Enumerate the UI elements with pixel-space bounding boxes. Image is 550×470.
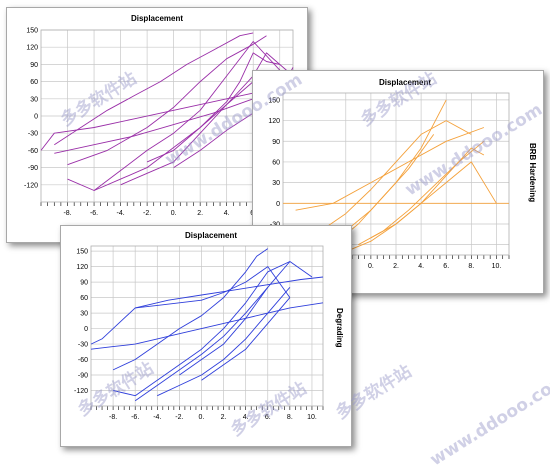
series-line — [112, 261, 291, 397]
x-tick-label: 0. — [368, 263, 374, 270]
y-tick-label: 90 — [80, 280, 88, 287]
y-tick-label: -30 — [78, 342, 88, 349]
series-line — [40, 86, 280, 151]
chart-panel-blue: 150 120 90 60 30 0 -30 -60 -90 -120 -8. -6. -4. -2. 0.… — [60, 225, 352, 447]
y-tick-label: 120 — [76, 264, 88, 271]
x-tick-label: -6. — [131, 414, 139, 421]
y-tick-label: 120 — [26, 45, 38, 52]
x-tick-label: -8. — [109, 414, 117, 421]
y-tick-label: 90 — [30, 62, 38, 69]
y-tick-label: 0 — [84, 326, 88, 333]
series-line — [370, 161, 497, 239]
x-tick-label: 6. — [443, 263, 449, 270]
y-tick-label: -120 — [74, 388, 88, 395]
y-tick-label: -30 — [28, 131, 38, 138]
series-line — [345, 147, 485, 253]
x-tick-label: 0. — [171, 210, 177, 217]
series-line — [135, 266, 291, 309]
y-tick-label: 30 — [272, 180, 280, 187]
series-line — [112, 248, 269, 371]
chart-svg-purple: 150 120 90 60 30 0 -30 -60 -90 -120 -8. -6. -4. -2. 0.… — [24, 28, 294, 217]
x-tick-label: -2. — [143, 210, 151, 217]
x-tick-label: -6. — [90, 210, 98, 217]
y-tick-label: -90 — [78, 373, 88, 380]
series-line — [93, 52, 294, 191]
y-tick-label: 0 — [34, 114, 38, 121]
y-tick-label: -30 — [270, 221, 280, 228]
series-line — [157, 287, 291, 397]
chart-side-label: Degrading — [335, 308, 344, 348]
y-tick-label: 150 — [268, 97, 280, 104]
series-line — [67, 41, 281, 191]
series-line — [120, 81, 254, 186]
x-tick-label: 4. — [224, 210, 230, 217]
series-line — [179, 287, 269, 376]
x-tick-label: 2. — [393, 263, 399, 270]
chart-title: Displacement — [184, 231, 238, 240]
chart-side-label: BRB Hardening — [528, 143, 537, 203]
y-tick-label: -60 — [28, 148, 38, 155]
x-tick-label: 2. — [221, 414, 227, 421]
y-tick-label: 30 — [30, 96, 38, 103]
chart-svg-blue: 150 120 90 60 30 0 -30 -60 -90 -120 -8. -6. -4. -2. 0.… — [74, 245, 324, 421]
x-tick-label: -4. — [153, 414, 161, 421]
x-tick-label: 4. — [243, 414, 249, 421]
x-tick-label: 0. — [199, 414, 205, 421]
chart-title: Displacement — [130, 14, 184, 23]
y-tick-label: 90 — [272, 139, 280, 146]
plot-frame — [90, 245, 324, 407]
y-tick-label: 150 — [76, 249, 88, 256]
series-line — [90, 276, 324, 345]
x-tick-label: 8. — [468, 263, 474, 270]
y-tick-label: 60 — [80, 295, 88, 302]
y-tick-label: 60 — [272, 159, 280, 166]
chart-title: Displacement — [378, 78, 432, 87]
y-tick-label: -120 — [24, 182, 38, 189]
y-tick-label: -60 — [78, 357, 88, 364]
y-tick-label: 60 — [30, 79, 38, 86]
x-tick-label: 10. — [307, 414, 317, 421]
series-line — [67, 35, 267, 166]
x-tick-label: -8. — [63, 210, 71, 217]
series-line — [201, 297, 291, 381]
x-tick-label: -4. — [116, 210, 124, 217]
x-tick-label: 10. — [492, 263, 502, 270]
x-tick-label: 4. — [418, 263, 424, 270]
series-line — [146, 52, 280, 163]
series-line — [134, 261, 313, 402]
series-line — [320, 120, 472, 232]
series-line — [295, 127, 485, 211]
y-tick-label: -90 — [28, 165, 38, 172]
plot-frame — [282, 92, 510, 256]
series-line — [54, 32, 254, 146]
watermark-text: www.ddooo.com — [426, 369, 550, 470]
series-line — [90, 302, 324, 350]
x-tick-label: 2. — [197, 210, 203, 217]
x-tick-label: -2. — [175, 414, 183, 421]
y-tick-label: 150 — [26, 28, 38, 35]
y-tick-label: 30 — [80, 311, 88, 318]
x-tick-label: 6. — [265, 414, 271, 421]
y-tick-label: 0 — [276, 201, 280, 208]
y-tick-label: 120 — [268, 118, 280, 125]
x-tick-label: 8. — [287, 414, 293, 421]
